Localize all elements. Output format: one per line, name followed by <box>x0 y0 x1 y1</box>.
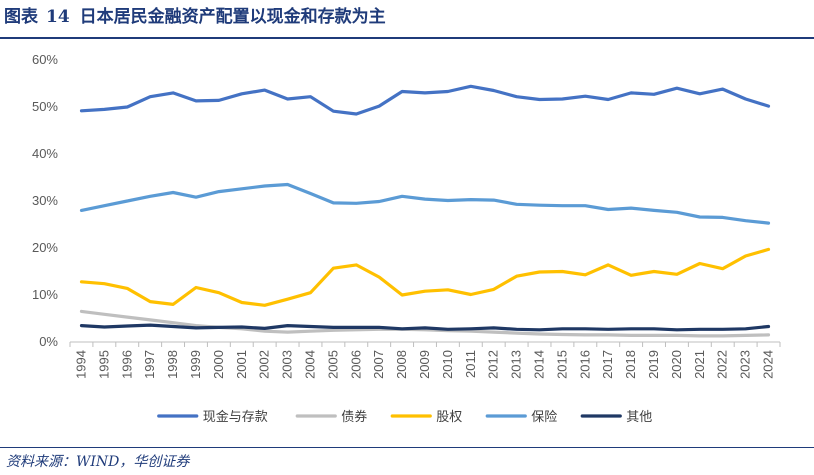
x-tick-label: 2019 <box>646 350 661 379</box>
x-tick-label: 2003 <box>280 350 295 379</box>
figure-title-bar: 图表 14 日本居民金融资产配置以现金和存款为主 <box>4 2 386 32</box>
x-tick-label: 2005 <box>325 350 340 379</box>
legend-label: 股权 <box>436 409 462 425</box>
series-line-1 <box>79 309 771 338</box>
x-tick-label: 2009 <box>417 350 432 379</box>
series-line-4 <box>79 323 771 332</box>
x-tick-label: 2022 <box>715 350 730 379</box>
legend-label: 其他 <box>626 410 652 425</box>
x-tick-label: 2012 <box>486 350 501 379</box>
legend: 现金与存款 债券 股权 保险 其他 <box>157 409 652 425</box>
x-tick-label: 2010 <box>440 350 455 379</box>
x-tick-label: 2011 <box>463 350 478 378</box>
x-tick-label: 1998 <box>165 350 180 379</box>
title-divider <box>0 37 814 39</box>
series-layer <box>79 84 771 338</box>
source-note: 资料来源：WIND，华创证券 <box>6 454 190 470</box>
x-tick-label: 2008 <box>394 350 409 379</box>
x-tick-label: 1996 <box>119 350 134 379</box>
figure-label: 图表 <box>4 7 38 27</box>
y-tick-label: 30% <box>32 193 58 208</box>
x-tick-label: 2013 <box>509 350 524 379</box>
x-tick-label: 2001 <box>234 350 249 379</box>
x-tick-label: 2007 <box>371 350 386 379</box>
legend-label: 保险 <box>531 410 557 425</box>
x-tick-label: 2021 <box>692 350 707 379</box>
y-tick-label: 60% <box>32 52 58 67</box>
legend-label: 债券 <box>341 409 367 425</box>
x-tick-label: 2014 <box>532 350 547 379</box>
x-tick-label: 2004 <box>302 350 317 379</box>
source-divider <box>0 447 814 448</box>
y-tick-label: 20% <box>32 240 58 255</box>
x-tick-label: 2018 <box>623 350 638 379</box>
series-line-2 <box>79 247 771 307</box>
x-tick-label: 2015 <box>554 350 569 379</box>
series-line-3 <box>79 182 771 225</box>
x-tick-label: 2006 <box>348 350 363 379</box>
series-line-0 <box>79 84 771 116</box>
line-chart: 0% 10% 20% 30% 40% 50% 60% 1994 1995 1996 1997 1998… <box>32 52 781 425</box>
x-tick-label: 2016 <box>577 350 592 379</box>
x-tick-label: 1997 <box>142 350 157 379</box>
x-tick-label: 1995 <box>96 350 111 379</box>
x-tick-label: 2017 <box>600 350 615 379</box>
legend-label: 现金与存款 <box>203 409 268 425</box>
x-tick-label: 2000 <box>211 350 226 379</box>
y-tick-label: 0% <box>39 334 58 349</box>
figure-number: 14 <box>46 7 70 27</box>
x-tick-label: 1994 <box>73 350 88 379</box>
y-tick-label: 40% <box>32 146 58 161</box>
x-tick-label: 2023 <box>738 350 753 379</box>
x-tick-label: 1999 <box>188 350 203 379</box>
axis-layer: 0% 10% 20% 30% 40% 50% 60% 1994 1995 1996 1997 1998… <box>32 52 781 379</box>
y-tick-label: 10% <box>32 287 58 302</box>
x-tick-label: 2024 <box>761 350 776 379</box>
chart-title: 日本居民金融资产配置以现金和存款为主 <box>79 7 386 27</box>
y-tick-label: 50% <box>32 99 58 114</box>
x-tick-label: 2020 <box>669 350 684 379</box>
x-tick-label: 2002 <box>257 350 272 379</box>
